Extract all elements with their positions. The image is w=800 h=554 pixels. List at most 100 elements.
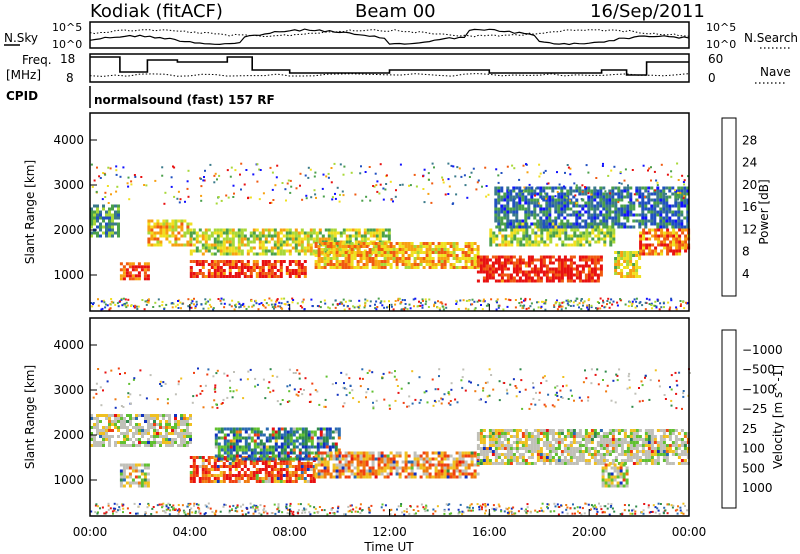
heatmap-cell xyxy=(447,193,450,195)
heatmap-cell xyxy=(338,242,342,245)
heatmap-cell xyxy=(623,257,627,260)
heatmap-cell xyxy=(363,228,367,232)
nsearch-trace xyxy=(89,29,690,38)
heatmap-cell xyxy=(383,454,387,458)
heatmap-cell xyxy=(374,242,378,245)
heatmap-cell xyxy=(213,477,217,480)
heatmap-cell xyxy=(285,468,289,471)
heatmap-cell xyxy=(309,468,313,471)
heatmap-cell xyxy=(461,472,465,476)
heatmap-cell xyxy=(518,201,522,205)
heatmap-cell xyxy=(507,298,510,301)
heatmap-cell xyxy=(252,246,256,250)
heatmap-cell xyxy=(494,201,498,205)
heatmap-cell xyxy=(374,251,378,254)
heatmap-cell xyxy=(165,438,168,441)
heatmap-cell xyxy=(337,448,341,452)
heatmap-cell xyxy=(271,448,275,452)
heatmap-cell xyxy=(231,299,234,302)
heatmap-cell xyxy=(108,219,111,223)
heatmap-cell xyxy=(533,222,537,226)
heatmap-cell xyxy=(264,252,268,256)
heatmap-cell xyxy=(159,420,162,423)
heatmap-cell xyxy=(326,263,330,266)
heatmap-cell xyxy=(494,450,498,453)
heatmap-cell xyxy=(530,222,534,226)
heatmap-cell xyxy=(476,472,480,476)
heatmap-cell xyxy=(521,307,524,310)
heatmap-cell xyxy=(220,302,223,305)
heatmap-cell xyxy=(312,465,316,468)
heatmap-cell xyxy=(668,210,672,214)
heatmap-cell xyxy=(111,204,114,208)
heatmap-cell xyxy=(90,417,93,420)
heatmap-cell xyxy=(434,469,438,473)
heatmap-cell xyxy=(258,231,262,235)
heatmap-cell xyxy=(297,243,301,247)
heatmap-cell xyxy=(482,450,486,453)
heatmap-cell xyxy=(632,204,636,208)
heatmap-cell xyxy=(252,263,256,266)
heatmap-cell xyxy=(140,484,144,488)
heatmap-cell xyxy=(560,213,564,217)
heatmap-cell xyxy=(446,242,450,245)
heatmap-cell xyxy=(189,269,193,272)
heatmap-cell xyxy=(515,219,519,223)
heatmap-cell xyxy=(524,186,528,190)
heatmap-cell xyxy=(617,189,621,193)
heatmap-cell xyxy=(512,441,516,444)
heatmap-cell xyxy=(512,189,516,193)
heatmap-cell xyxy=(288,234,292,238)
heatmap-cell xyxy=(677,186,681,190)
heatmap-cell xyxy=(387,237,391,241)
heatmap-cell xyxy=(90,210,93,214)
heatmap-cell xyxy=(159,240,163,244)
heatmap-cell xyxy=(147,240,151,244)
heatmap-cell xyxy=(539,222,543,226)
heatmap-cell xyxy=(356,472,360,476)
heatmap-cell xyxy=(518,189,522,193)
heatmap-cell xyxy=(282,474,286,477)
heatmap-cell xyxy=(189,237,193,241)
heatmap-cell xyxy=(286,454,290,458)
heatmap-cell xyxy=(102,231,105,235)
heatmap-cell xyxy=(540,228,544,232)
heatmap-cell xyxy=(162,228,166,232)
heatmap-cell xyxy=(665,192,667,195)
heatmap-cell xyxy=(560,267,564,271)
heatmap-cell xyxy=(243,305,246,308)
heatmap-cell xyxy=(350,242,354,245)
heatmap-cell xyxy=(377,457,381,461)
heatmap-cell xyxy=(119,274,123,278)
heatmap-cell xyxy=(515,444,519,447)
heatmap-cell xyxy=(280,427,284,431)
heatmap-cell xyxy=(297,269,301,272)
heatmap-cell xyxy=(563,216,567,220)
heatmap-cell xyxy=(639,249,643,253)
heatmap-cell xyxy=(683,225,687,229)
heatmap-cell xyxy=(651,228,655,232)
heatmap-cell xyxy=(566,279,570,283)
heatmap-cell xyxy=(677,198,680,201)
heatmap-cell xyxy=(204,302,207,305)
heatmap-cell xyxy=(127,298,130,301)
heatmap-cell xyxy=(271,188,274,191)
heatmap-cell xyxy=(641,213,645,217)
heatmap-cell xyxy=(497,189,501,193)
heatmap-cell xyxy=(503,198,507,202)
heatmap-cell xyxy=(500,186,504,190)
heatmap-cell xyxy=(419,463,423,467)
heatmap-cell xyxy=(237,471,241,474)
heatmap-cell xyxy=(334,299,337,302)
heatmap-cell xyxy=(516,243,520,247)
heatmap-cell xyxy=(578,222,582,226)
heatmap-cell xyxy=(482,258,486,262)
heatmap-cell xyxy=(599,189,603,193)
heatmap-cell xyxy=(626,272,630,275)
heatmap-cell xyxy=(183,429,186,432)
heatmap-cell xyxy=(497,201,501,205)
heatmap-cell xyxy=(295,436,299,440)
heatmap-cell xyxy=(99,441,102,444)
heatmap-cell xyxy=(410,475,414,479)
heatmap-cell xyxy=(620,204,624,208)
